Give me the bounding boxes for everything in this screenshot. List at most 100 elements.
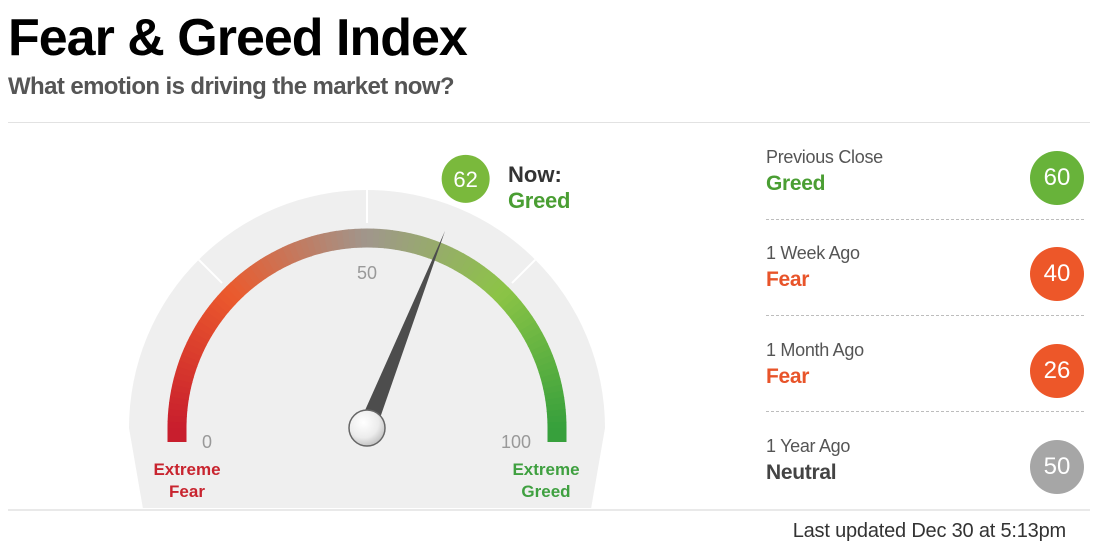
gauge-arc-segment xyxy=(477,270,495,290)
gauge-arc-segment xyxy=(538,366,559,379)
gauge-arc-segment xyxy=(540,372,561,384)
page-subtitle: What emotion is driving the market now? xyxy=(8,73,455,100)
extreme-fear-label-line1: Extreme xyxy=(153,460,220,479)
gauge-arc-segment xyxy=(254,259,272,279)
gauge-min-label: 0 xyxy=(202,432,212,452)
gauge-arc-segment xyxy=(348,228,357,249)
gauge-arc-segment xyxy=(299,237,313,259)
gauge-arc-segment xyxy=(195,320,216,337)
gauge-arc-segment xyxy=(422,238,436,259)
history-label: 1 Month Ago xyxy=(766,340,864,360)
gauge-arc-segment xyxy=(225,281,245,301)
history-sentiment: Neutral xyxy=(766,461,837,484)
gauge-arc-segment xyxy=(411,234,424,255)
gauge-arc-segment xyxy=(546,409,567,418)
gauge-needle xyxy=(358,230,446,432)
gauge-arc-segment xyxy=(486,278,505,298)
gauge-arc-segment xyxy=(458,256,475,277)
history-divider xyxy=(766,219,1084,220)
gauge-arc-segment xyxy=(183,342,205,357)
gauge-arc-segment xyxy=(270,249,286,270)
now-sentiment: Greed xyxy=(508,188,571,213)
gauge-value-text: 62 xyxy=(453,167,477,192)
history-score-circle: 50 xyxy=(1030,440,1084,494)
gauge-arc-segment xyxy=(482,274,500,294)
gauge-arc-segment xyxy=(172,377,193,389)
gauge-arc-segment xyxy=(417,236,430,257)
gauge-arc-segment xyxy=(473,266,491,286)
gauge-arc-segment xyxy=(468,262,486,283)
now-indicator: Now: Greed xyxy=(508,162,570,214)
gauge-arc-segment xyxy=(341,229,351,249)
gauge-arc-segment xyxy=(168,402,189,412)
gauge-arc-segment xyxy=(179,353,200,367)
history-score-circle: 60 xyxy=(1030,151,1084,205)
gauge-arc-segment xyxy=(406,233,418,254)
gauge-arc-segment xyxy=(378,228,387,249)
gauge-arc-segment xyxy=(198,315,219,332)
gauge-arc-segment xyxy=(181,347,202,362)
gauge-arc-segment xyxy=(192,325,213,342)
gauge-arc-segment xyxy=(383,229,393,250)
gauge-color-arc xyxy=(167,228,567,442)
gauge-arc-segment xyxy=(433,242,448,263)
gauge-arc-segment xyxy=(544,390,565,401)
gauge-arc-segment xyxy=(213,295,233,313)
extreme-greed-label-line2: Greed xyxy=(521,482,570,501)
gauge-arc-segment xyxy=(513,310,533,328)
gauge-arc-segment xyxy=(443,247,459,268)
gauge-arc-segment xyxy=(221,286,240,305)
gauge-arc-segment xyxy=(177,359,198,373)
history-label: 1 Week Ago xyxy=(766,243,860,263)
now-label: Now: xyxy=(508,162,562,187)
history-row-1-year-ago: 1 Year Ago Neutral 50 xyxy=(766,436,1084,532)
gauge-value-bubble xyxy=(441,154,490,203)
gauge-arc-segment xyxy=(522,326,543,342)
gauge-arc-segment xyxy=(311,234,323,255)
gauge-arc-segment xyxy=(490,282,509,301)
gauge-arc-segment xyxy=(519,321,540,337)
gauge-arc-segment xyxy=(173,371,194,384)
gauge-arc-segment xyxy=(169,389,190,400)
gauge-arc-segment xyxy=(395,230,406,251)
gauge-arc-segment xyxy=(235,273,253,293)
gauge-arc-segment xyxy=(276,247,291,268)
gauge-tick xyxy=(198,259,223,284)
gauge-arc-segment xyxy=(494,286,514,306)
gauge-arc-segment xyxy=(545,396,566,407)
gauge-arc-segment xyxy=(260,255,276,276)
gauge-arc-segment xyxy=(509,305,529,323)
extreme-fear-label-line2: Fear xyxy=(169,482,205,501)
history-divider xyxy=(766,411,1084,412)
gauge-arc-segment xyxy=(205,304,225,322)
history-score-circle: 26 xyxy=(1030,344,1084,398)
gauge-arc-segment xyxy=(546,402,566,412)
gauge-arc-end xyxy=(547,428,567,442)
gauge-arc-segment xyxy=(506,300,526,319)
gauge-arc-segment xyxy=(498,291,518,310)
gauge-arc-segment xyxy=(305,236,318,257)
history-row-1-week-ago: 1 Week Ago Fear 40 xyxy=(766,243,1084,339)
gauge-arc-segment xyxy=(287,242,302,263)
gauge-needle-knob xyxy=(348,409,386,447)
history-divider xyxy=(766,315,1084,316)
last-updated-text: Last updated Dec 30 at 5:13pm xyxy=(792,520,1066,542)
gauge-arc-segment xyxy=(527,337,548,352)
gauge-tick xyxy=(511,259,536,284)
gauge-arc-segment xyxy=(534,354,556,368)
history-label: Previous Close xyxy=(766,147,883,167)
gauge-arc-segment xyxy=(389,230,400,250)
history-sentiment: Fear xyxy=(766,365,810,388)
history-row-previous-close: Previous Close Greed 60 xyxy=(766,147,1084,243)
history-score-circle: 40 xyxy=(1030,247,1084,301)
gauge-arc-segment xyxy=(463,259,480,280)
gauge-arc-segment xyxy=(201,309,222,327)
gauge-arc-segment xyxy=(282,244,297,265)
gauge-arc-segment xyxy=(453,253,470,274)
gauge-arc-segment xyxy=(438,244,453,266)
gauge-arc-segment xyxy=(209,300,229,318)
gauge-arc-segment xyxy=(516,315,536,333)
gauge-arc-segment xyxy=(525,331,546,347)
gauge-arc-segment xyxy=(448,250,464,271)
gauge-mid-label: 50 xyxy=(357,263,377,283)
